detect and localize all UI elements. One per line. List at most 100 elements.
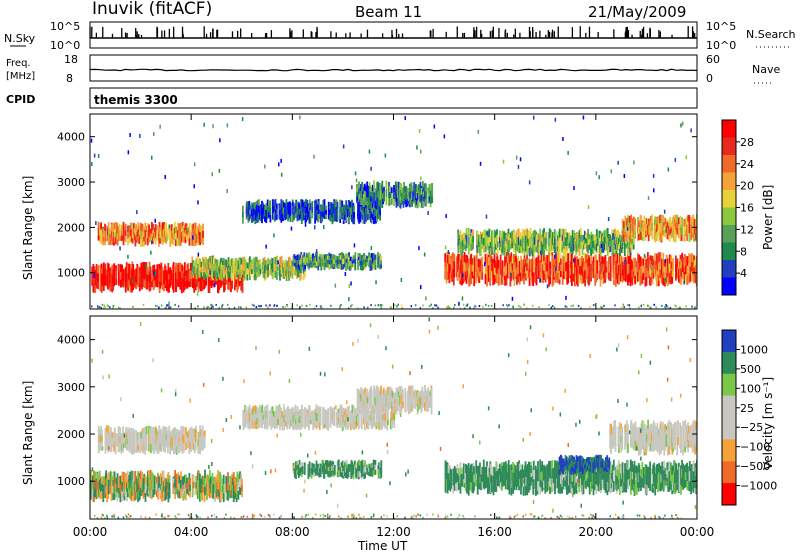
echo-cell xyxy=(195,228,198,234)
echo-cell xyxy=(592,271,595,279)
echo-cell xyxy=(162,470,165,481)
echo-cell xyxy=(644,234,646,241)
echo-cell xyxy=(98,442,101,450)
echo-cell xyxy=(615,266,618,273)
echo-cell xyxy=(367,306,369,309)
echo-cell xyxy=(287,208,290,215)
echo-cell xyxy=(557,263,559,273)
echo-cell xyxy=(382,193,385,199)
echo-cell xyxy=(363,183,366,191)
echo-cell xyxy=(269,207,272,215)
echo-cell xyxy=(416,145,418,150)
echo-cell xyxy=(354,264,357,271)
echo-cell xyxy=(584,237,587,244)
echo-cell xyxy=(205,257,207,264)
echo-cell xyxy=(93,274,95,278)
echo-cell xyxy=(368,149,371,154)
echo-cell xyxy=(541,241,543,249)
echo-cell xyxy=(234,478,237,486)
echo-cell xyxy=(474,264,476,273)
echo-cell xyxy=(233,269,235,275)
echo-cell xyxy=(258,305,260,307)
echo-cell xyxy=(412,186,415,192)
echo-cell xyxy=(211,263,213,271)
echo-cell xyxy=(345,210,348,217)
echo-cell xyxy=(413,182,416,190)
echo-cell xyxy=(317,200,319,205)
echo-cell xyxy=(197,439,200,447)
echo-cell xyxy=(159,232,162,239)
echo-cell xyxy=(192,228,195,235)
echo-cell xyxy=(493,238,496,247)
echo-cell xyxy=(133,269,136,276)
echo-cell xyxy=(263,406,266,414)
echo-cell xyxy=(153,488,156,495)
echo-cell xyxy=(625,221,627,227)
echo-cell xyxy=(672,215,675,224)
echo-cell xyxy=(286,261,289,268)
echo-cell xyxy=(465,227,468,235)
echo-cell xyxy=(122,229,125,238)
echo-cell xyxy=(179,442,182,448)
echo-cell xyxy=(691,271,694,281)
echo-cell xyxy=(600,261,602,268)
echo-cell xyxy=(276,304,278,307)
echo-cell xyxy=(344,255,346,260)
echo-cell xyxy=(484,239,487,246)
echo-cell xyxy=(141,437,144,446)
echo-cell xyxy=(202,230,204,238)
echo-cell xyxy=(269,200,272,208)
echo-cell xyxy=(565,271,567,280)
echo-cell xyxy=(358,207,361,216)
echo-cell xyxy=(592,256,595,264)
echo-cell xyxy=(578,238,581,248)
echo-cell xyxy=(595,236,598,244)
echo-cell xyxy=(425,199,427,207)
echo-cell xyxy=(623,272,626,281)
echo-cell xyxy=(254,256,257,263)
echo-cell xyxy=(259,305,261,308)
echo-cell xyxy=(400,304,403,307)
echo-cell xyxy=(352,255,355,260)
echo-cell xyxy=(567,253,569,264)
echo-cell xyxy=(144,434,147,441)
echo-cell xyxy=(380,306,382,309)
echo-cell xyxy=(234,492,237,499)
echo-cell xyxy=(408,192,410,197)
echo-cell xyxy=(241,285,244,293)
echo-cell xyxy=(621,242,624,250)
echo-cell xyxy=(271,258,274,266)
echo-cell xyxy=(625,226,627,232)
echo-cell xyxy=(133,437,136,446)
echo-cell xyxy=(423,195,426,202)
y-tick-label: 1000 xyxy=(57,267,85,280)
echo-cell xyxy=(249,209,251,215)
echo-cell xyxy=(691,252,694,263)
echo-cell xyxy=(196,256,199,263)
echo-cell xyxy=(163,222,166,229)
echo-cell xyxy=(220,492,222,502)
echo-cell xyxy=(464,233,467,240)
echo-cell xyxy=(135,483,137,492)
echo-cell xyxy=(114,488,117,495)
echo-cell xyxy=(588,244,590,250)
echo-cell xyxy=(161,282,164,290)
echo-cell xyxy=(211,270,213,278)
echo-cell xyxy=(568,231,571,238)
echo-cell xyxy=(182,427,184,435)
echo-cell xyxy=(545,231,548,239)
echo-cell xyxy=(161,480,164,490)
echo-cell xyxy=(670,270,673,278)
echo-cell xyxy=(517,164,520,169)
echo-cell xyxy=(651,266,653,271)
echo-cell xyxy=(587,245,589,254)
echo-cell xyxy=(447,305,449,308)
echo-cell xyxy=(458,261,460,270)
echo-cell xyxy=(142,478,145,486)
echo-cell xyxy=(161,441,164,447)
echo-cell xyxy=(369,212,372,218)
echo-cell xyxy=(499,264,502,275)
echo-cell xyxy=(662,252,665,264)
echo-cell xyxy=(676,221,679,228)
echo-cell xyxy=(199,485,202,493)
